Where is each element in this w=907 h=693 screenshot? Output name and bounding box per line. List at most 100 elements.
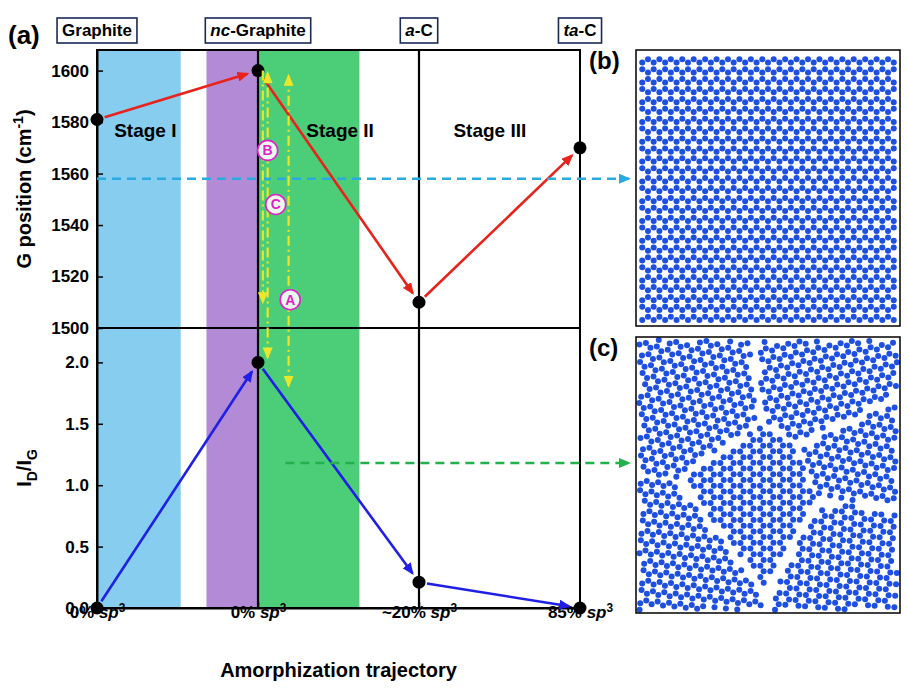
atom <box>681 449 687 455</box>
atom <box>759 287 765 293</box>
x-tick-label: 0% sp3 <box>70 601 126 622</box>
atom <box>691 175 697 181</box>
atom <box>822 407 828 413</box>
atom <box>891 297 897 303</box>
atom <box>711 517 717 523</box>
atom <box>685 317 691 323</box>
atom <box>845 185 851 191</box>
atom <box>839 235 845 241</box>
atom <box>662 159 668 165</box>
atom <box>741 546 747 552</box>
atom <box>651 178 657 184</box>
atom <box>731 225 737 231</box>
atom <box>636 550 642 556</box>
atom <box>874 175 880 181</box>
atom <box>736 96 742 102</box>
atom <box>805 96 811 102</box>
atom <box>713 424 719 430</box>
atom <box>863 379 869 385</box>
atom <box>789 360 795 366</box>
atom <box>668 169 674 175</box>
y-tick-mark <box>97 424 103 426</box>
atom <box>645 235 651 241</box>
atom <box>796 339 802 345</box>
atom <box>788 126 794 132</box>
atom <box>748 76 754 82</box>
atom <box>747 351 753 357</box>
atom <box>794 208 800 214</box>
atom <box>794 254 800 260</box>
atom <box>777 505 783 511</box>
atom <box>691 89 697 95</box>
atom <box>717 460 723 466</box>
atom <box>799 60 805 66</box>
atom <box>794 294 800 300</box>
atom <box>762 339 768 345</box>
atom <box>696 159 702 165</box>
atom <box>770 471 776 477</box>
atom <box>645 314 651 320</box>
atom <box>747 511 753 517</box>
atom <box>691 358 697 364</box>
atom <box>687 430 693 436</box>
atom <box>731 448 737 454</box>
atom <box>650 356 656 362</box>
atom <box>667 340 673 346</box>
atom <box>885 129 891 135</box>
atom <box>845 218 851 224</box>
atom <box>805 254 811 260</box>
atom <box>838 371 844 377</box>
atom <box>691 188 697 194</box>
atom <box>862 254 868 260</box>
atom <box>800 488 806 494</box>
atom <box>782 129 788 135</box>
atom <box>879 244 885 250</box>
atom <box>766 419 772 425</box>
atom <box>708 297 714 303</box>
atom <box>702 268 708 274</box>
atom <box>714 70 720 76</box>
atom <box>754 244 760 250</box>
atom <box>879 304 885 310</box>
atom <box>862 307 868 313</box>
atom <box>727 488 733 494</box>
atom <box>718 506 724 512</box>
atom <box>670 445 676 451</box>
atom <box>725 136 731 142</box>
atom <box>811 264 817 270</box>
atom <box>639 126 645 132</box>
atom <box>818 388 824 394</box>
atom <box>839 76 845 82</box>
atom <box>725 215 731 221</box>
atom <box>688 447 694 453</box>
atom <box>651 238 657 244</box>
atom <box>828 208 834 214</box>
atom <box>820 425 826 431</box>
atom <box>811 317 817 323</box>
atom <box>691 294 697 300</box>
atom <box>656 254 662 260</box>
atom <box>674 244 680 250</box>
atom <box>645 56 651 62</box>
atom <box>816 96 822 102</box>
atom <box>645 208 651 214</box>
atom <box>794 314 800 320</box>
atom <box>860 366 866 372</box>
atom <box>660 401 666 407</box>
atom <box>674 225 680 231</box>
atom <box>822 99 828 105</box>
atom <box>788 258 794 264</box>
atom <box>839 136 845 142</box>
plot-frame <box>97 328 580 608</box>
atom <box>879 159 885 165</box>
atom <box>725 175 731 181</box>
atom <box>891 60 897 66</box>
atom <box>749 404 755 410</box>
atom <box>782 96 788 102</box>
atom <box>731 60 737 66</box>
atom <box>674 374 680 380</box>
atom <box>731 297 737 303</box>
atom <box>714 136 720 142</box>
atom <box>891 86 897 92</box>
atom <box>639 198 645 204</box>
